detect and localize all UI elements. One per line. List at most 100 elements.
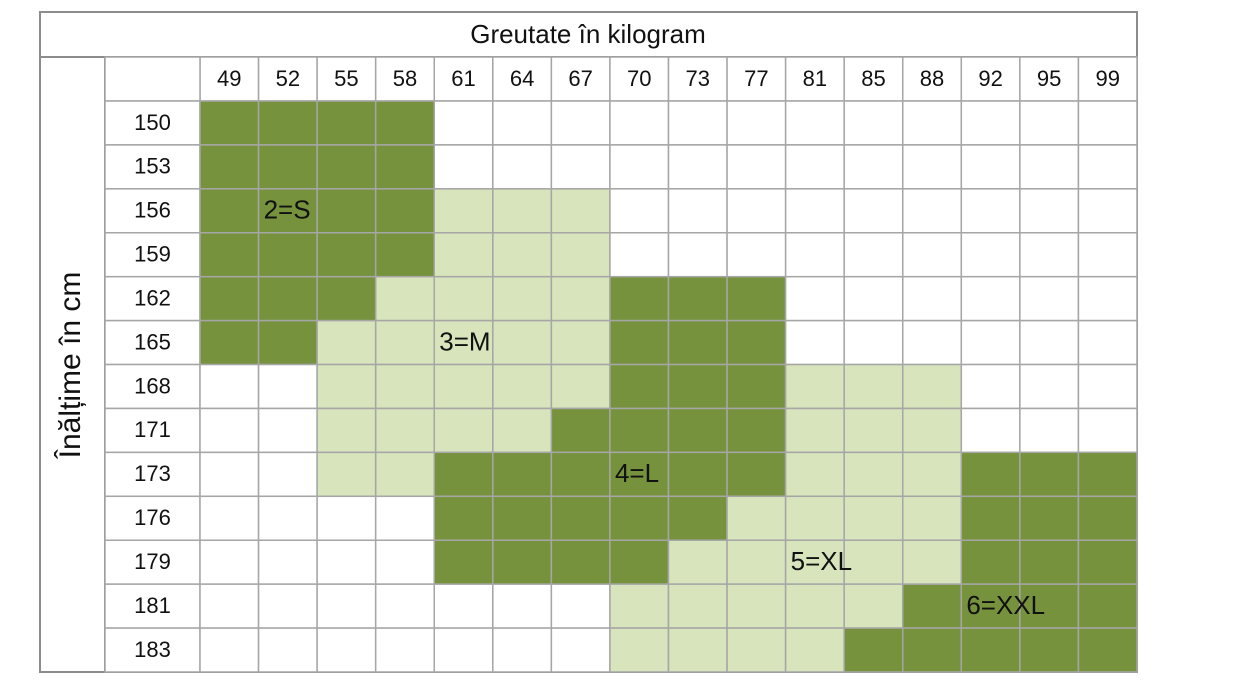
size-cell: [784, 188, 845, 234]
row-header: 162: [134, 285, 171, 310]
header-cell: [433, 56, 494, 102]
size-cell: [492, 232, 553, 278]
size-cell: [667, 319, 728, 366]
row-header-cell: [104, 539, 201, 585]
size-cell: [316, 363, 377, 410]
size-cell: [726, 539, 787, 585]
size-cell: [257, 451, 318, 498]
size-cell: [433, 275, 494, 322]
size-cell: [199, 100, 260, 146]
column-header: 81: [803, 66, 827, 91]
size-cell: [784, 232, 845, 278]
size-cell: [1077, 363, 1138, 410]
size-cell: [902, 627, 963, 673]
size-cell: [609, 100, 670, 146]
size-cell: [550, 144, 611, 190]
size-cell: [902, 275, 963, 322]
size-cell: [492, 451, 553, 498]
row-header-cell: [104, 495, 201, 541]
size-cell: [902, 495, 963, 541]
size-cell: [550, 319, 611, 366]
row-header-cell: [104, 188, 201, 234]
size-cell: [374, 583, 435, 629]
size-cell: [1019, 583, 1080, 629]
column-header: 55: [334, 66, 358, 91]
size-label: 3=M: [439, 326, 490, 356]
size-cell: [316, 451, 377, 498]
size-cell: [1077, 407, 1138, 454]
size-cell: [199, 451, 260, 498]
size-cell: [199, 144, 260, 190]
size-cell: [257, 407, 318, 454]
size-cell: [199, 275, 260, 322]
size-cell: [667, 539, 728, 585]
size-cell: [726, 451, 787, 498]
size-cell: [433, 451, 494, 498]
header-cell: [784, 56, 845, 102]
size-cell: [433, 583, 494, 629]
size-cell: [843, 539, 904, 585]
size-cell: [784, 319, 845, 366]
size-cell: [316, 100, 377, 146]
size-cell: [843, 627, 904, 673]
size-cell: [667, 363, 728, 410]
size-cell: [199, 539, 260, 585]
size-cell: [902, 363, 963, 410]
size-cell: [1019, 275, 1080, 322]
size-label: 2=S: [264, 195, 311, 225]
size-cell: [1019, 144, 1080, 190]
size-cell: [960, 407, 1021, 454]
size-cell: [902, 188, 963, 234]
size-cell: [257, 100, 318, 146]
size-cell: [257, 144, 318, 190]
size-cell: [492, 100, 553, 146]
size-cell: [316, 188, 377, 234]
column-header: 77: [744, 66, 768, 91]
row-header: 181: [134, 593, 171, 618]
size-cell: [257, 232, 318, 278]
size-cell: [257, 495, 318, 541]
size-cell: [492, 539, 553, 585]
header-cell: [257, 56, 318, 102]
size-cell: [902, 407, 963, 454]
size-cell: [609, 232, 670, 278]
size-cell: [960, 144, 1021, 190]
table-title: Greutate în kilogram: [470, 19, 706, 49]
column-header: 52: [276, 66, 300, 91]
size-cell: [433, 188, 494, 234]
size-cell: [433, 539, 494, 585]
size-cell: [257, 583, 318, 629]
size-cell: [257, 363, 318, 410]
size-cell: [667, 232, 728, 278]
corner-cell: [104, 56, 201, 102]
size-cell: [1019, 627, 1080, 673]
size-cell: [902, 100, 963, 146]
column-header: 58: [393, 66, 417, 91]
size-cell: [1077, 188, 1138, 234]
size-cell: [902, 451, 963, 498]
header-cell: [1077, 56, 1138, 102]
column-header: 99: [1095, 66, 1119, 91]
size-cell: [667, 407, 728, 454]
header-cell: [316, 56, 377, 102]
size-cell: [550, 539, 611, 585]
row-header-cell: [104, 275, 201, 322]
size-cell: [1077, 451, 1138, 498]
size-cell: [550, 275, 611, 322]
row-header: 183: [134, 637, 171, 662]
size-cell: [609, 144, 670, 190]
size-cell: [257, 275, 318, 322]
size-cell: [609, 188, 670, 234]
size-cell: [316, 627, 377, 673]
size-cell: [843, 100, 904, 146]
size-cell: [960, 363, 1021, 410]
size-cell: [316, 407, 377, 454]
size-cell: [374, 232, 435, 278]
row-header: 168: [134, 373, 171, 398]
y-axis-label: Înălțime în cm: [54, 272, 87, 460]
size-cell: [374, 627, 435, 673]
row-header-cell: [104, 363, 201, 410]
size-cell: [433, 407, 494, 454]
size-cell: [316, 495, 377, 541]
size-cell: [726, 319, 787, 366]
